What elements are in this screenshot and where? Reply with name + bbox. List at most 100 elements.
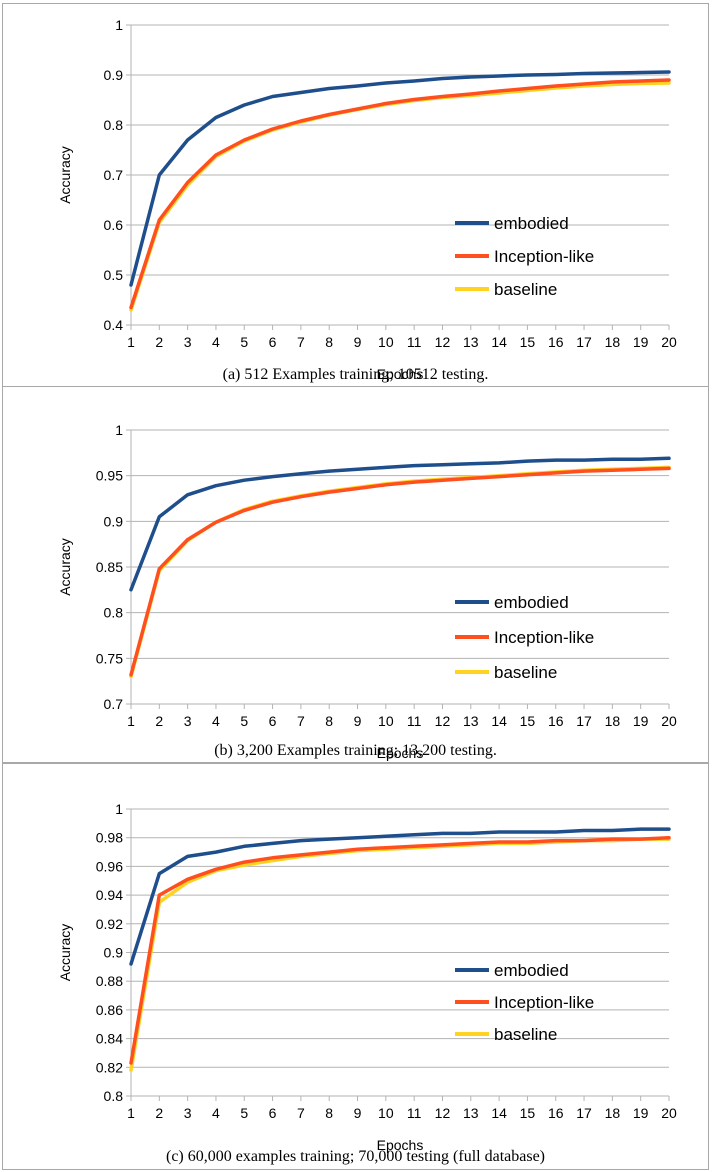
y-tick-label: 0.92 bbox=[96, 916, 123, 932]
y-tick-label: 1 bbox=[115, 422, 123, 438]
y-tick-label: 1 bbox=[115, 801, 123, 817]
x-axis-label: Epochs bbox=[377, 366, 424, 382]
legend-label: Inception-like bbox=[494, 247, 594, 266]
x-tick-label: 15 bbox=[520, 1105, 536, 1121]
series-line-embodied bbox=[129, 827, 671, 966]
x-tick-label: 7 bbox=[297, 713, 305, 729]
x-tick-label: 11 bbox=[407, 713, 422, 729]
y-axis-label: Accuracy bbox=[57, 538, 73, 596]
x-tick-label: 18 bbox=[605, 713, 621, 729]
x-tick-label: 20 bbox=[661, 713, 677, 729]
x-tick-label: 20 bbox=[661, 334, 677, 350]
x-tick-label: 11 bbox=[407, 1105, 422, 1121]
x-tick-label: 17 bbox=[576, 713, 592, 729]
series-line-inception-like bbox=[129, 78, 671, 310]
x-tick-label: 16 bbox=[548, 334, 564, 350]
x-tick-label: 11 bbox=[407, 334, 422, 350]
x-tick-label: 16 bbox=[548, 713, 564, 729]
y-tick-label: 0.5 bbox=[104, 267, 124, 283]
chart-panel-c: 0.8 0.82 0.84 0.86 0.88 0.9 0.92 0.94 0.96 0.98 1 1… bbox=[2, 763, 709, 1170]
chart-a: 0.40.50.60.70.80.911 2 3 4 5 6 7 8 9 10 11 12 13 14 15… bbox=[57, 17, 677, 382]
y-tick-label: 0.94 bbox=[96, 887, 123, 903]
y-tick-label: 0.8 bbox=[104, 605, 124, 621]
x-tick-label: 17 bbox=[576, 334, 592, 350]
legend-label: Inception-like bbox=[494, 628, 594, 647]
x-tick-label: 17 bbox=[576, 1105, 592, 1121]
y-tick-label: 0.82 bbox=[96, 1059, 123, 1075]
x-tick-label: 10 bbox=[378, 334, 394, 350]
x-tick-label: 3 bbox=[184, 334, 192, 350]
x-tick-label: 15 bbox=[520, 334, 536, 350]
x-tick-label: 8 bbox=[325, 713, 333, 729]
x-tick-label: 4 bbox=[212, 1105, 220, 1121]
legend-label: baseline bbox=[494, 1025, 557, 1044]
chart-panel-a: 0.4 0.5 0.6 0.7 0.8 0.9 1 1 2 3 4 5 6 7 8 9 10 11 12 13 14 15… bbox=[2, 3, 709, 387]
x-tick-label: 13 bbox=[463, 1105, 479, 1121]
chart-panel-b: 0.7 0.75 0.8 0.85 0.9 0.95 1 1 2 3 4 5 6 7 8 9 10 11 12 13 1… bbox=[2, 386, 709, 763]
x-tick-label: 5 bbox=[240, 713, 248, 729]
x-tick-label: 4 bbox=[212, 334, 220, 350]
x-tick-label: 6 bbox=[269, 1105, 277, 1121]
x-tick-label: 6 bbox=[269, 713, 277, 729]
y-axis-label: Accuracy bbox=[57, 146, 73, 204]
y-tick-label: 0.98 bbox=[96, 830, 123, 846]
x-tick-label: 18 bbox=[605, 334, 621, 350]
x-tick-label: 3 bbox=[184, 1105, 192, 1121]
x-tick-label: 2 bbox=[155, 713, 163, 729]
y-tick-label: 0.9 bbox=[104, 945, 124, 961]
x-tick-label: 4 bbox=[212, 713, 220, 729]
x-tick-label: 7 bbox=[297, 1105, 305, 1121]
x-tick-label: 7 bbox=[297, 334, 305, 350]
legend-label: Inception-like bbox=[494, 993, 594, 1012]
x-tick-label: 12 bbox=[435, 334, 451, 350]
caption-c: (c) 60,000 examples training; 70,000 tes… bbox=[165, 1148, 545, 1165]
x-tick-label: 3 bbox=[184, 713, 192, 729]
y-tick-label: 0.9 bbox=[104, 67, 124, 83]
x-tick-label: 19 bbox=[633, 334, 649, 350]
x-tick-label: 14 bbox=[491, 713, 507, 729]
x-tick-label: 2 bbox=[155, 334, 163, 350]
y-tick-label: 0.84 bbox=[96, 1031, 123, 1047]
x-axis-label: Epochs bbox=[377, 1137, 424, 1153]
x-tick-label: 16 bbox=[548, 1105, 564, 1121]
x-tick-label: 9 bbox=[354, 1105, 362, 1121]
y-tick-label: 0.7 bbox=[104, 696, 124, 712]
y-tick-label: 0.86 bbox=[96, 1002, 123, 1018]
x-tick-label: 12 bbox=[435, 1105, 451, 1121]
legend-label: baseline bbox=[494, 280, 557, 299]
y-tick-label: 0.7 bbox=[104, 167, 124, 183]
y-axis-label: Accuracy bbox=[57, 924, 73, 982]
x-tick-label: 2 bbox=[155, 1105, 163, 1121]
y-tick-label: 1 bbox=[115, 17, 123, 33]
x-tick-label: 19 bbox=[633, 713, 649, 729]
x-tick-label: 1 bbox=[127, 334, 135, 350]
y-tick-label: 0.85 bbox=[96, 559, 123, 575]
series-line-inception-like bbox=[129, 835, 671, 1065]
x-tick-label: 20 bbox=[661, 1105, 677, 1121]
x-tick-label: 9 bbox=[354, 334, 362, 350]
x-tick-label: 5 bbox=[240, 334, 248, 350]
legend-label: baseline bbox=[494, 663, 557, 682]
y-tick-label: 0.8 bbox=[104, 1088, 124, 1104]
series-line-embodied bbox=[129, 456, 671, 592]
x-tick-label: 13 bbox=[463, 713, 479, 729]
x-tick-label: 6 bbox=[269, 334, 277, 350]
y-tick-label: 0.8 bbox=[104, 117, 124, 133]
legend-label: embodied bbox=[494, 961, 569, 980]
y-tick-label: 0.9 bbox=[104, 513, 124, 529]
caption-a: (a) 512 Examples training; 10512 testing… bbox=[222, 366, 489, 383]
y-tick-label: 0.75 bbox=[96, 650, 123, 666]
series-line-baseline bbox=[129, 837, 671, 1072]
chart-c: 0.80.820.840.860.880.90.920.940.960.9811… bbox=[57, 801, 677, 1153]
y-tick-label: 0.6 bbox=[104, 217, 124, 233]
caption-b: (b) 3,200 Examples training; 13,200 test… bbox=[214, 742, 497, 759]
series-line-embodied bbox=[129, 70, 671, 287]
legend-label: embodied bbox=[494, 593, 569, 612]
legend-label: embodied bbox=[494, 214, 569, 233]
x-tick-label: 10 bbox=[378, 713, 394, 729]
x-tick-label: 8 bbox=[325, 1105, 333, 1121]
x-tick-label: 14 bbox=[491, 334, 507, 350]
y-tick-label: 0.88 bbox=[96, 973, 123, 989]
series-line-inception-like bbox=[129, 466, 671, 677]
